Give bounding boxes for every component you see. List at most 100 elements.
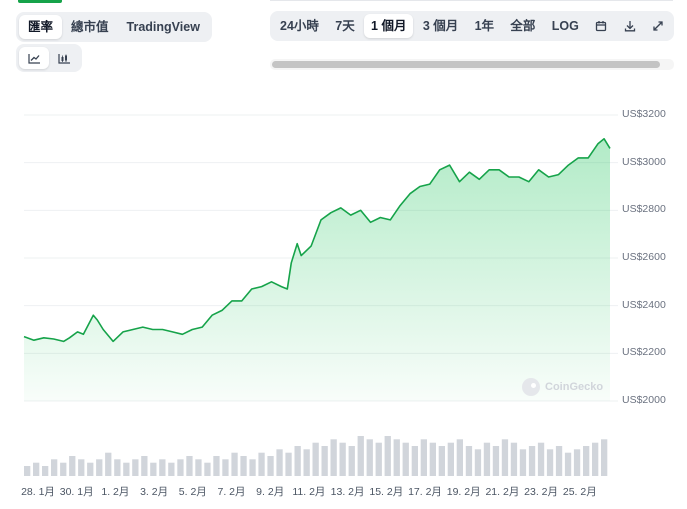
y-tick-label: US$2400 [622,298,666,311]
volume-bar [303,449,310,476]
volume-bar [393,439,400,476]
x-tick-label: 19. 2月 [446,486,481,498]
volume-bar [33,462,40,476]
volume-bar [348,446,355,476]
calendar-icon[interactable] [588,14,614,38]
y-tick-label: US$2200 [622,346,666,359]
x-tick-label: 30. 1月 [59,486,94,498]
y-tick-label: US$3200 [622,108,666,120]
x-tick-label: 25. 2月 [562,486,597,498]
volume-bar [330,439,337,476]
volume-bar [150,462,157,476]
watermark-text: CoinGecko [545,381,604,393]
time-range-tabs: 24小時 7天 1 個月 3 個月 1年 全部 LOG [270,11,674,41]
volume-bar [546,449,554,476]
volume-bar [294,446,301,476]
x-tick-label: 28. 1月 [21,486,55,498]
log-scale-toggle[interactable]: LOG [551,19,579,33]
coingecko-watermark: CoinGecko [522,378,603,396]
candlestick-chart-icon[interactable] [49,47,79,69]
header-divider [270,0,673,1]
volume-bar [51,459,58,476]
volume-bar [447,442,454,476]
volume-bar [105,452,112,476]
volume-bar [204,462,211,476]
tab-tradingview[interactable]: TradingView [126,20,200,34]
x-tick-label: 1. 2月 [101,486,130,498]
volume-bar [285,452,292,476]
price-line [23,138,611,343]
volume-bar [601,439,608,476]
volume-bar [87,462,94,476]
range-7d[interactable]: 7天 [335,19,355,33]
x-tick-label: 21. 2月 [485,486,520,498]
volume-bar [60,462,67,476]
volume-bar [249,459,256,476]
tab-price[interactable]: 匯率 [19,15,63,39]
x-tick-label: 15. 2月 [369,486,404,498]
volume-bar [240,456,247,476]
volume-bar [312,442,319,476]
tab-market-cap[interactable]: 總市值 [71,20,109,34]
volume-bar [42,466,49,476]
volume-bar [24,466,31,476]
chart-type-tabs: 匯率 總市值 TradingView [16,12,212,42]
volume-bar [159,459,166,476]
volume-bar [213,456,220,476]
range-1m[interactable]: 1 個月 [364,14,414,38]
volume-bar [177,459,184,476]
volume-bar [474,449,482,476]
volume-bar [483,442,491,476]
x-tick-label: 7. 2月 [217,486,246,498]
y-tick-label: US$3000 [622,155,666,168]
volume-bar [276,449,283,476]
volume-bar [96,459,103,476]
range-3m[interactable]: 3 個月 [422,19,459,33]
volume-bar [402,442,409,476]
range-all[interactable]: 全部 [510,19,536,33]
x-tick-label: 5. 2月 [178,486,207,498]
volume-bar [411,446,418,476]
y-tick-label: US$2800 [622,203,666,216]
volume-bar [132,459,139,476]
volume-bar [321,446,328,476]
volume-bar [564,452,572,476]
volume-bar [519,449,527,476]
volume-bar [222,459,229,476]
volume-bar [231,452,238,476]
volume-bar [537,442,545,476]
volume-bar [123,462,130,476]
volume-bar [114,459,121,476]
volume-bar [258,452,265,476]
y-tick-label: US$2000 [622,394,666,406]
price-area [24,138,610,402]
volume-bar [195,459,202,476]
range-24h[interactable]: 24小時 [280,19,319,33]
volume-bar [420,439,427,476]
volume-bar [438,446,445,476]
range-scrollbar[interactable] [272,61,660,68]
volume-bar [501,439,509,476]
volume-bar [339,442,346,476]
chart-style-toggle [16,44,82,72]
volume-bar [69,456,76,476]
volume-bar [366,439,373,476]
x-tick-label: 23. 2月 [524,486,559,498]
expand-icon[interactable] [645,14,671,38]
volume-bar [510,442,518,476]
x-tick-label: 13. 2月 [330,486,365,498]
active-section-indicator [18,0,62,3]
download-icon[interactable] [617,14,643,38]
volume-bar [375,442,382,476]
volume-bar [465,446,473,476]
volume-bar [492,446,500,476]
coingecko-logo-icon [522,378,540,396]
volume-bar [528,446,536,476]
volume-bar [78,459,85,476]
x-tick-label: 3. 2月 [140,486,169,498]
range-1y[interactable]: 1年 [474,19,495,33]
x-tick-label: 11. 2月 [292,486,326,498]
volume-bar [168,462,175,476]
line-chart-icon[interactable] [19,47,49,69]
volume-bar [555,446,563,476]
